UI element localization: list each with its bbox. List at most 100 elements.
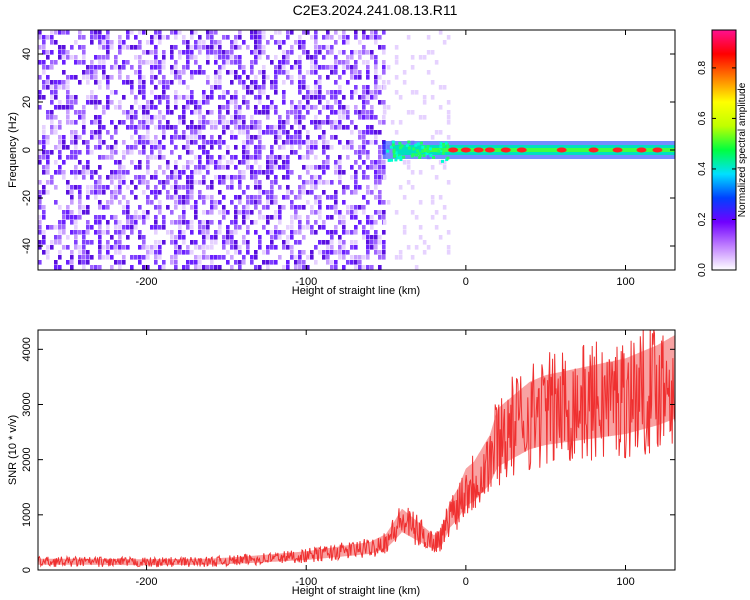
noise-cell: [254, 40, 258, 45]
noise-cell: [286, 135, 290, 140]
signal-cluster-cell: [389, 145, 393, 149]
y-tick-label: 20: [21, 96, 33, 108]
noise-cell: [294, 115, 298, 120]
noise-cell: [154, 105, 158, 110]
noise-cell: [282, 245, 286, 250]
noise-cell: [290, 140, 294, 145]
noise-cell: [50, 50, 54, 55]
noise-cell: [134, 100, 138, 105]
noise-cell: [238, 175, 242, 180]
noise-cell: [74, 150, 78, 155]
noise-cell: [290, 145, 294, 150]
y-tick-label: 0: [21, 147, 33, 153]
noise-cell: [90, 255, 94, 260]
noise-cell: [194, 215, 198, 220]
noise-cell: [286, 195, 290, 200]
noise-cell: [118, 250, 122, 255]
noise-cell: [318, 50, 322, 55]
noise-cell: [42, 240, 46, 245]
noise-cell: [174, 135, 178, 140]
noise-cell: [138, 245, 142, 250]
noise-cell: [346, 260, 350, 265]
noise-cell: [54, 240, 58, 245]
noise-cell: [78, 210, 82, 215]
noise-cell: [122, 120, 126, 125]
noise-cell: [206, 30, 210, 35]
faint-cell: [410, 90, 415, 95]
noise-cell: [166, 120, 170, 125]
noise-cell: [250, 80, 254, 85]
noise-cell: [270, 160, 274, 165]
noise-cell: [106, 85, 110, 90]
noise-cell: [126, 145, 130, 150]
noise-cell: [282, 195, 286, 200]
noise-cell: [338, 170, 342, 175]
noise-cell: [174, 65, 178, 70]
noise-cell: [278, 205, 282, 210]
noise-cell: [42, 185, 46, 190]
noise-cell: [318, 205, 322, 210]
noise-cell: [254, 120, 258, 125]
noise-cell: [350, 255, 354, 260]
noise-cell: [74, 215, 78, 220]
noise-cell: [158, 210, 162, 215]
noise-cell: [374, 80, 378, 85]
noise-cell: [270, 130, 274, 135]
noise-cell: [118, 200, 122, 205]
noise-cell: [298, 65, 302, 70]
noise-cell: [266, 265, 270, 270]
noise-cell: [254, 95, 258, 100]
spectrogram-y-axis-label: Frequency (Hz): [7, 112, 19, 188]
noise-cell: [310, 55, 314, 60]
noise-cell: [310, 175, 314, 180]
noise-cell: [346, 155, 350, 160]
noise-cell: [206, 100, 210, 105]
noise-cell: [354, 160, 358, 165]
noise-cell: [218, 180, 222, 185]
noise-cell: [114, 60, 118, 65]
noise-cell: [202, 90, 206, 95]
noise-cell: [166, 80, 170, 85]
noise-cell: [138, 55, 142, 60]
noise-cell: [306, 170, 310, 175]
noise-cell: [42, 145, 46, 150]
noise-cell: [218, 155, 222, 160]
noise-cell: [338, 35, 342, 40]
noise-cell: [214, 85, 218, 90]
noise-cell: [82, 210, 86, 215]
noise-cell: [382, 245, 386, 250]
noise-cell: [214, 200, 218, 205]
noise-cell: [286, 75, 290, 80]
noise-cell: [194, 40, 198, 45]
noise-cell: [154, 230, 158, 235]
noise-cell: [282, 90, 286, 95]
noise-cell: [58, 220, 62, 225]
noise-cell: [258, 265, 262, 270]
noise-cell: [366, 150, 370, 155]
noise-cell: [302, 260, 306, 265]
noise-cell: [378, 90, 382, 95]
signal-cluster-cell: [392, 154, 396, 158]
noise-cell: [262, 30, 266, 35]
noise-cell: [62, 245, 66, 250]
faint-cell: [398, 185, 403, 190]
noise-cell: [234, 215, 238, 220]
noise-cell: [178, 235, 182, 240]
noise-cell: [246, 225, 250, 230]
noise-cell: [38, 30, 42, 35]
noise-cell: [150, 50, 154, 55]
noise-cell: [198, 50, 202, 55]
noise-cell: [198, 40, 202, 45]
noise-cell: [234, 45, 238, 50]
noise-cell: [46, 245, 50, 250]
noise-cell: [314, 175, 318, 180]
noise-cell: [338, 250, 342, 255]
noise-cell: [314, 220, 318, 225]
noise-cell: [118, 75, 122, 80]
noise-cell: [290, 110, 294, 115]
noise-cell: [210, 40, 214, 45]
noise-cell: [242, 205, 246, 210]
noise-cell: [170, 210, 174, 215]
noise-cell: [202, 135, 206, 140]
noise-cell: [82, 175, 86, 180]
